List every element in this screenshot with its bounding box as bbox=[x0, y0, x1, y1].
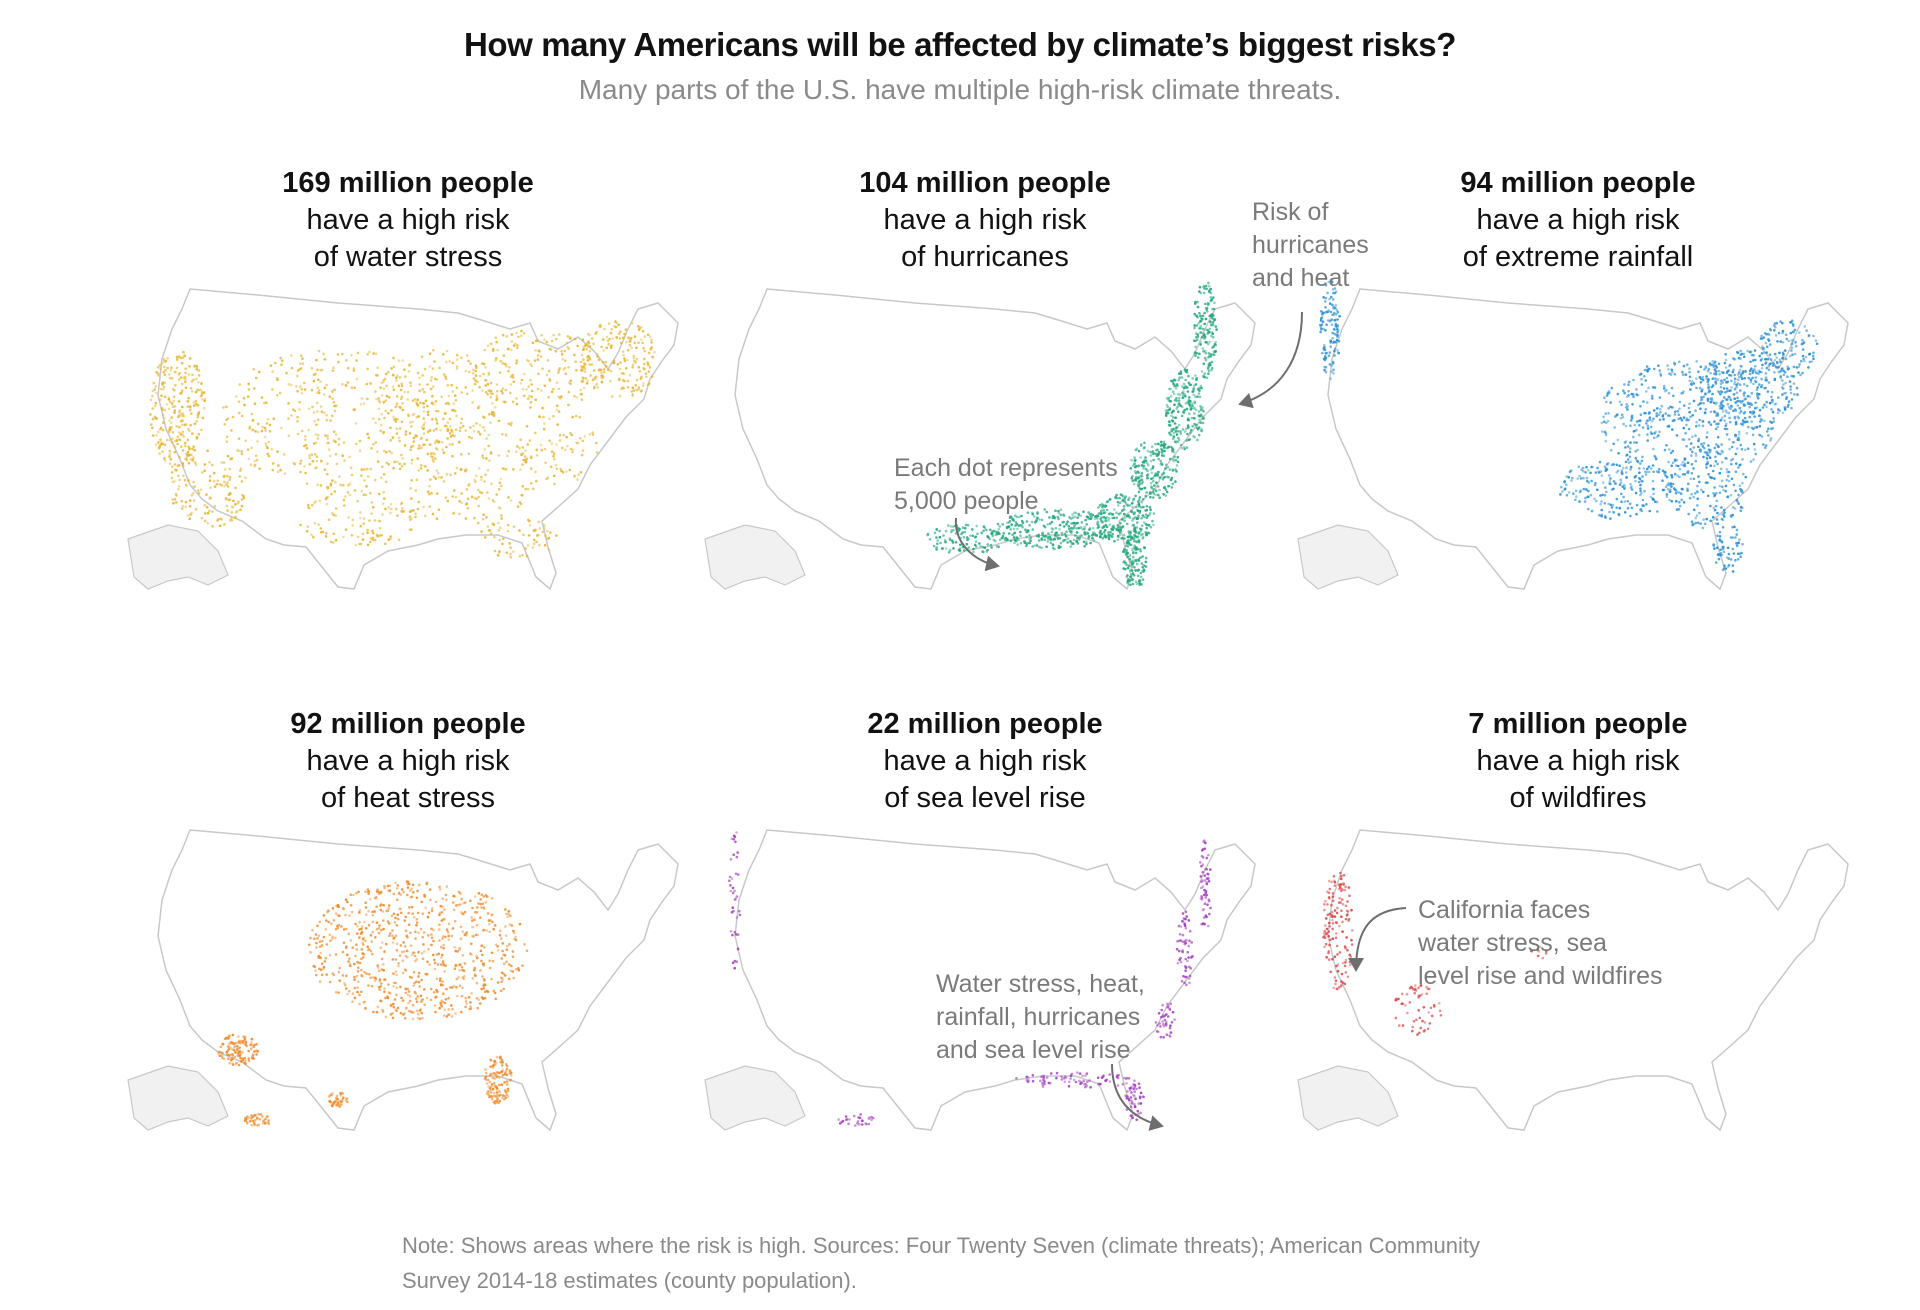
chart-subtitle: Many parts of the U.S. have multiple hig… bbox=[578, 74, 1342, 105]
population-dots bbox=[1322, 871, 1548, 1036]
annotation-line: rainfall, hurricanes bbox=[936, 1003, 1141, 1031]
panel-heading: 169 million people have a high risk of w… bbox=[128, 165, 688, 276]
panel-heading: 7 million people have a high risk of wil… bbox=[1298, 706, 1858, 817]
us-outline bbox=[1327, 829, 1849, 1132]
annotation-line: California faces bbox=[1418, 896, 1591, 924]
alaska-outline bbox=[1297, 524, 1399, 590]
panel-line1: have a high risk bbox=[1476, 745, 1680, 777]
panel-count: 22 million people bbox=[867, 708, 1103, 740]
annotation-line: water stress, sea bbox=[1418, 929, 1607, 957]
panel-heading: 94 million people have a high risk of ex… bbox=[1298, 165, 1858, 276]
alaska-outline bbox=[127, 1065, 229, 1131]
us-outline bbox=[734, 288, 1256, 591]
annotation-dot-legend: Each dot represents 5,000 people bbox=[894, 452, 1118, 518]
annotation-line: level rise and wildfires bbox=[1418, 962, 1663, 990]
us-outline bbox=[157, 829, 679, 1132]
annotation-line: Risk of bbox=[1252, 198, 1329, 226]
annotation-line: Water stress, heat, bbox=[936, 970, 1145, 998]
population-dots bbox=[1319, 278, 1819, 573]
alaska-outline bbox=[704, 1065, 806, 1131]
population-dots bbox=[149, 320, 656, 559]
us-outline bbox=[1327, 288, 1849, 591]
map-panel-extreme-rainfall: 94 million people have a high risk of ex… bbox=[1297, 165, 1858, 705]
annotation-hurricanes-heat: Risk of hurricanes and heat bbox=[1252, 196, 1369, 295]
panel-line1: have a high risk bbox=[306, 204, 510, 236]
map-panel-wildfires: 7 million people have a high risk of wil… bbox=[1297, 706, 1858, 1246]
annotation-line: and sea level rise bbox=[936, 1036, 1131, 1064]
panel-line2: of hurricanes bbox=[901, 241, 1069, 273]
annotation-line: 5,000 people bbox=[894, 487, 1039, 515]
panel-count: 92 million people bbox=[290, 708, 526, 740]
annotation-line: hurricanes bbox=[1252, 231, 1369, 259]
panel-line1: have a high risk bbox=[883, 204, 1087, 236]
annotation-multi-risk: Water stress, heat, rainfall, hurricanes… bbox=[936, 968, 1145, 1067]
annotation-line: and heat bbox=[1252, 264, 1350, 292]
population-dots bbox=[926, 281, 1218, 587]
us-map-extreme-rainfall bbox=[1297, 278, 1849, 591]
us-map-water-stress bbox=[127, 288, 679, 591]
panel-line2: of water stress bbox=[313, 241, 503, 273]
panel-line1: have a high risk bbox=[306, 745, 510, 777]
panel-line2: of sea level rise bbox=[884, 782, 1086, 814]
panel-heading: 22 million people have a high risk of se… bbox=[705, 706, 1265, 817]
map-panel-water-stress: 169 million people have a high risk of w… bbox=[127, 165, 688, 705]
panel-count: 169 million people bbox=[282, 167, 534, 199]
us-outline bbox=[157, 288, 679, 591]
panel-line2: of heat stress bbox=[320, 782, 496, 814]
alaska-outline bbox=[704, 524, 806, 590]
alaska-outline bbox=[127, 524, 229, 590]
panel-heading: 92 million people have a high risk of he… bbox=[128, 706, 688, 817]
panel-line2: of wildfires bbox=[1509, 782, 1647, 814]
panel-count: 7 million people bbox=[1468, 708, 1688, 740]
annotation-line: Each dot represents bbox=[894, 454, 1118, 482]
us-map-heat-stress bbox=[127, 829, 679, 1132]
panel-count: 104 million people bbox=[859, 167, 1111, 199]
chart-title: How many Americans will be affected by c… bbox=[463, 26, 1457, 63]
us-map-wildfires bbox=[1297, 829, 1849, 1132]
map-panel-heat-stress: 92 million people have a high risk of he… bbox=[127, 706, 688, 1246]
source-note: Note: Shows areas where the risk is high… bbox=[402, 1233, 1481, 1293]
annotation-california: California faces water stress, sea level… bbox=[1418, 894, 1663, 993]
panel-line2: of extreme rainfall bbox=[1462, 241, 1694, 273]
population-dots bbox=[217, 880, 529, 1127]
panel-count: 94 million people bbox=[1460, 167, 1696, 199]
alaska-outline bbox=[1297, 1065, 1399, 1131]
panel-line1: have a high risk bbox=[883, 745, 1087, 777]
panel-line1: have a high risk bbox=[1476, 204, 1680, 236]
us-map-hurricanes bbox=[704, 281, 1256, 591]
map-panel-hurricanes: 104 million people have a high risk of h… bbox=[704, 165, 1265, 705]
panel-heading: 104 million people have a high risk of h… bbox=[705, 165, 1265, 276]
